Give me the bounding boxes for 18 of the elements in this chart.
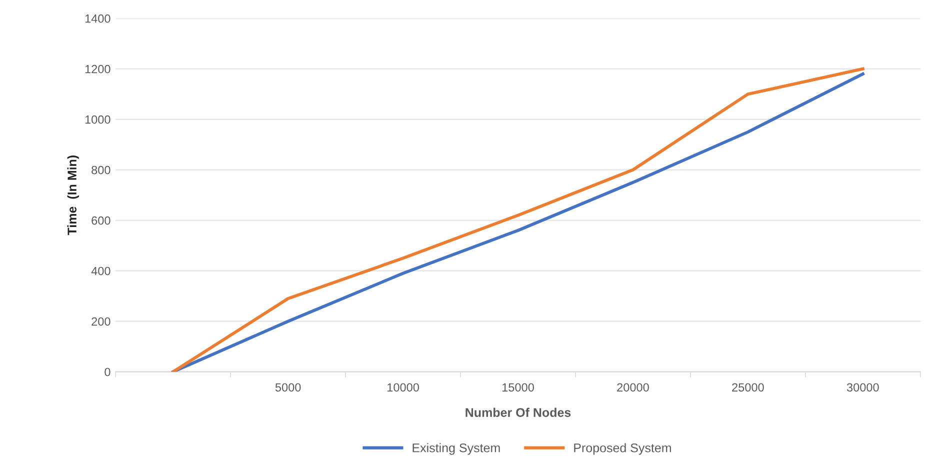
x-tick-label: 15000 [502,383,534,392]
x-axis-title: Number Of Nodes [466,408,571,417]
y-tick-label: 600 [92,216,110,225]
x-tick-label: 25000 [732,383,764,392]
legend-label: Proposed System [574,443,671,455]
x-tick-label: 30000 [846,383,879,392]
x-tick-label: 10000 [388,383,419,392]
y-tick-label: 1400 [85,14,110,23]
x-tick-label: 20000 [617,383,649,392]
y-axis-title: Time (In Min) [67,156,79,236]
y-tick-label: 0 [104,368,110,376]
y-tick-label: 400 [91,266,110,276]
y-tick-label: 800 [92,166,110,174]
x-tick-label: 5000 [275,383,301,392]
y-tick-label: 1000 [85,115,110,124]
y-tick-label: 1200 [85,64,110,74]
y-tick-label: 200 [92,317,110,326]
legend-label: Existing System [412,443,500,455]
